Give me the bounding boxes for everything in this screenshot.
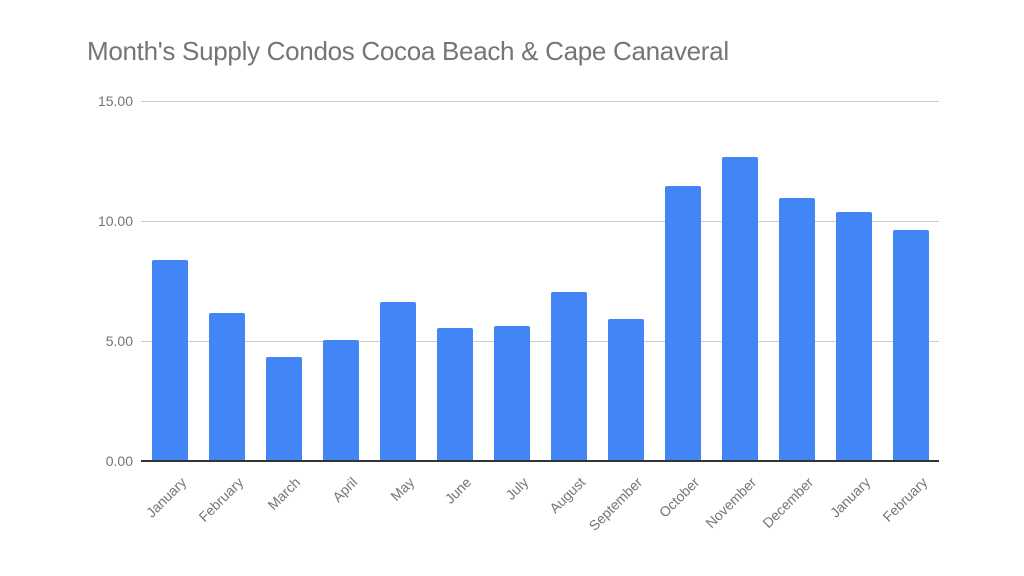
x-tick-label: March (263, 474, 303, 513)
gridline (141, 221, 939, 222)
x-tick-label: January (826, 474, 873, 521)
bar-august[interactable] (550, 291, 587, 461)
bar-february[interactable] (208, 312, 245, 461)
bar-february[interactable] (892, 229, 929, 461)
x-tick-label: April (328, 474, 360, 506)
x-tick-label: October (655, 474, 702, 521)
bar-july[interactable] (493, 326, 530, 461)
y-tick-label: 10.00 (97, 213, 133, 229)
gridline (141, 101, 939, 102)
gridline (141, 341, 939, 342)
bar-september[interactable] (607, 318, 644, 461)
bar-june[interactable] (436, 328, 473, 461)
y-tick-label: 0.00 (105, 453, 133, 469)
bar-april[interactable] (322, 340, 359, 461)
x-tick-label: November (701, 474, 759, 531)
bar-january[interactable] (151, 259, 188, 461)
x-tick-label: August (545, 474, 588, 517)
x-axis-line (141, 460, 939, 462)
bar-january[interactable] (835, 211, 872, 461)
x-tick-label: December (758, 474, 816, 531)
bar-october[interactable] (664, 185, 701, 461)
x-tick-label: February (194, 474, 246, 525)
chart-title: Month's Supply Condos Cocoa Beach & Cape… (87, 36, 729, 66)
bar-march[interactable] (265, 356, 302, 461)
bar-december[interactable] (778, 197, 815, 461)
x-tick-label: February (878, 474, 930, 525)
x-tick-label: July (501, 474, 531, 503)
x-tick-label: September (585, 474, 645, 534)
bar-november[interactable] (721, 156, 758, 461)
x-tick-label: May (386, 474, 417, 505)
y-tick-label: 5.00 (105, 333, 133, 349)
x-tick-label: January (142, 474, 189, 521)
x-tick-label: June (441, 474, 474, 507)
plot-area (141, 101, 939, 462)
y-tick-label: 15.00 (97, 93, 133, 109)
bar-may[interactable] (379, 302, 416, 461)
